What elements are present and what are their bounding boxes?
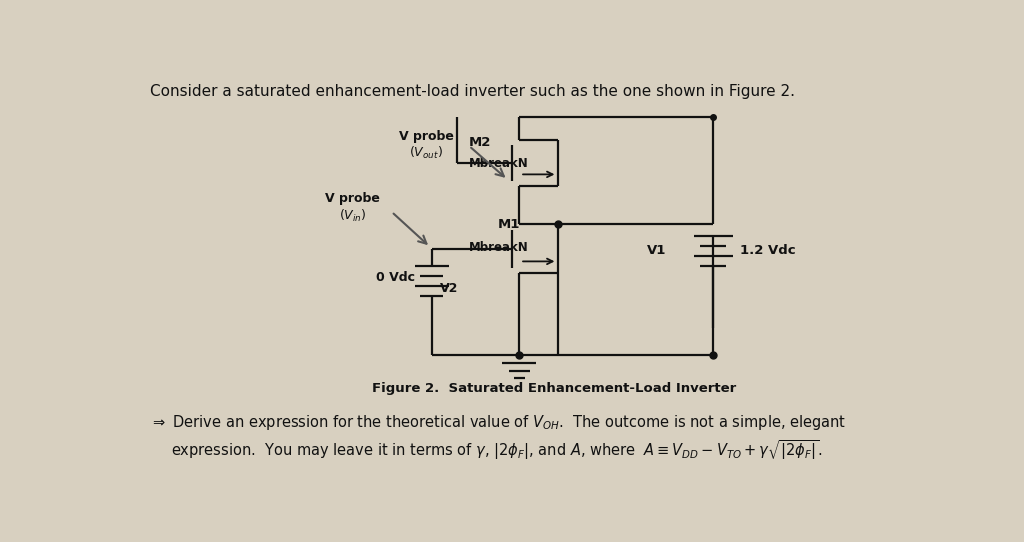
- Text: V1: V1: [647, 244, 667, 257]
- Text: $(V_{in})$: $(V_{in})$: [339, 208, 367, 223]
- Text: MbreakN: MbreakN: [469, 241, 528, 254]
- Text: 1.2 Vdc: 1.2 Vdc: [740, 244, 796, 257]
- Text: V probe: V probe: [326, 192, 380, 205]
- Text: $(V_{out})$: $(V_{out})$: [410, 145, 443, 161]
- Text: expression.  You may leave it in terms of $\gamma$, $|2\phi_F|$, and $A$, where : expression. You may leave it in terms of…: [171, 438, 822, 462]
- Text: Figure 2.  Saturated Enhancement-Load Inverter: Figure 2. Saturated Enhancement-Load Inv…: [372, 382, 736, 395]
- Text: Consider a saturated enhancement-load inverter such as the one shown in Figure 2: Consider a saturated enhancement-load in…: [150, 83, 795, 99]
- Text: $\Rightarrow$ Derive an expression for the theoretical value of $V_{OH}$.  The o: $\Rightarrow$ Derive an expression for t…: [150, 413, 846, 432]
- Text: V probe: V probe: [399, 130, 454, 143]
- Text: MbreakN: MbreakN: [469, 157, 528, 170]
- Text: M1: M1: [498, 217, 520, 230]
- Text: 0 Vdc: 0 Vdc: [376, 271, 415, 284]
- Text: V2: V2: [439, 282, 458, 295]
- Text: M2: M2: [469, 136, 492, 149]
